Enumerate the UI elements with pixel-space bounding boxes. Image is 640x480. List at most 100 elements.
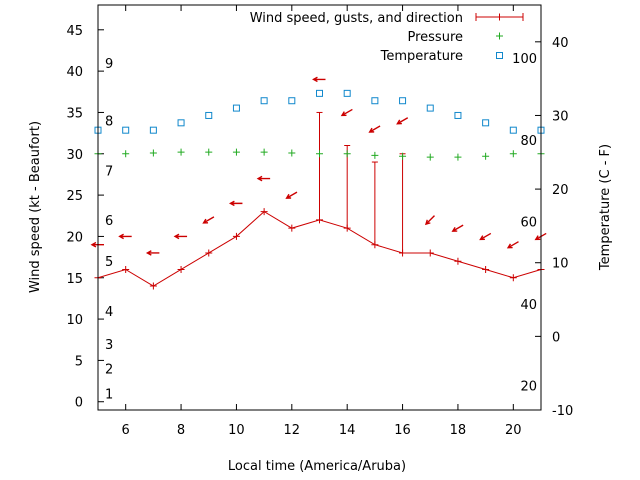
legend-label-wind: Wind speed, gusts, and direction xyxy=(250,11,463,26)
beaufort-label: 4 xyxy=(105,305,113,320)
fahrenheit-label: 60 xyxy=(520,215,537,230)
x-axis-label: Local time (America/Aruba) xyxy=(228,459,406,474)
temperature-point xyxy=(482,119,490,127)
x-tick-label: 12 xyxy=(284,423,301,438)
beaufort-label: 5 xyxy=(105,255,113,270)
wind-point xyxy=(316,216,323,224)
y-tick-label: 10 xyxy=(66,313,83,328)
y2-tick-label: 10 xyxy=(552,257,569,272)
legend-label-temperature: Temperature xyxy=(380,49,463,64)
wind-point xyxy=(399,249,407,257)
axis-ticks: 6 8 10 12 14 16 18 20051015202530354045-1001020… xyxy=(66,5,573,438)
wind-direction-arrow xyxy=(424,215,435,226)
temperature-point xyxy=(149,126,157,134)
beaufort-label: 1 xyxy=(105,387,113,402)
pressure-point xyxy=(260,148,268,156)
x-tick-label: 20 xyxy=(505,423,522,438)
x-tick-label: 6 xyxy=(122,423,130,438)
temperature-point xyxy=(426,104,434,112)
pressure-point xyxy=(371,151,379,159)
wind-point xyxy=(482,265,490,273)
wind-direction-arrow xyxy=(256,175,271,182)
temperature-point xyxy=(509,126,517,134)
y-tick-label: 15 xyxy=(66,272,83,287)
y2-axis-label: Temperature (C - F) xyxy=(598,144,613,271)
wind-direction-arrow xyxy=(451,224,464,232)
pressure-point xyxy=(343,150,351,158)
wind-direction-arrow xyxy=(479,232,492,241)
y2-tick-label: 40 xyxy=(552,36,569,51)
beaufort-label: 2 xyxy=(105,363,113,378)
wind-direction-arrow xyxy=(506,241,519,249)
temperature-point xyxy=(399,97,407,105)
y2-tick-label: 30 xyxy=(552,109,569,124)
wind-point xyxy=(509,274,517,282)
pressure-point xyxy=(205,148,213,156)
wind-point xyxy=(343,224,351,232)
wind-point xyxy=(426,249,434,257)
x-tick-label: 14 xyxy=(339,423,356,438)
y-tick-label: 20 xyxy=(66,230,83,245)
y-axis-label: Wind speed (kt - Beaufort) xyxy=(28,121,43,293)
legend: Wind speed, gusts, and direction Pressur… xyxy=(250,11,524,64)
beaufort-label: 8 xyxy=(105,115,113,130)
temperature-point xyxy=(371,97,379,105)
pressure-point xyxy=(509,150,517,158)
pressure-point xyxy=(177,148,185,156)
legend-swatch-wind xyxy=(475,13,524,21)
fahrenheit-label: 80 xyxy=(520,134,537,149)
y-tick-label: 5 xyxy=(75,354,83,369)
x-tick-label: 18 xyxy=(450,423,467,438)
pressure-point xyxy=(454,153,462,161)
wind-point xyxy=(454,257,462,265)
y-tick-label: 40 xyxy=(66,65,83,80)
y-tick-label: 35 xyxy=(66,106,83,121)
pressure-point xyxy=(288,149,296,157)
y2-tick-label: -10 xyxy=(552,404,573,419)
y-tick-label: 0 xyxy=(75,396,83,411)
wind-point xyxy=(177,265,185,273)
wind-point xyxy=(260,208,268,216)
y2-tick-label: 20 xyxy=(552,183,569,198)
plot-frame xyxy=(97,4,542,411)
pressure-point xyxy=(232,148,240,156)
wind-direction-arrow xyxy=(396,117,409,125)
temperature-point xyxy=(122,126,130,134)
legend-swatch-pressure xyxy=(496,32,503,40)
x-tick-label: 16 xyxy=(394,423,411,438)
y2-tick-label: 0 xyxy=(552,330,560,345)
wind-direction-arrow xyxy=(173,233,188,240)
wind-point xyxy=(232,232,240,240)
fahrenheit-label: 40 xyxy=(520,298,537,313)
wind-direction-arrow xyxy=(312,76,326,83)
wind-point xyxy=(122,265,130,273)
beaufort-label: 9 xyxy=(105,57,113,72)
temperature-point xyxy=(288,97,296,105)
fahrenheit-label: 100 xyxy=(512,52,537,67)
y-tick-label: 30 xyxy=(66,148,83,163)
wind-direction-arrow xyxy=(202,216,215,224)
temperature-point xyxy=(205,111,213,119)
pressure-point xyxy=(149,149,157,157)
fahrenheit-label: 20 xyxy=(520,380,537,395)
wind-point xyxy=(288,224,296,232)
y-tick-label: 45 xyxy=(66,24,83,39)
wind-direction-arrow xyxy=(285,191,298,199)
beaufort-label: 7 xyxy=(105,164,113,179)
pressure-point xyxy=(482,152,490,160)
temperature-point xyxy=(343,89,351,97)
wind-direction-arrow xyxy=(340,108,353,117)
legend-swatch-temperature xyxy=(496,52,503,59)
wind-direction-arrow xyxy=(145,250,160,256)
wind-direction-arrow xyxy=(228,200,243,207)
pressure-point xyxy=(426,153,434,161)
temperature-point xyxy=(232,104,240,112)
legend-label-pressure: Pressure xyxy=(407,30,463,45)
temperature-point xyxy=(177,119,185,127)
x-tick-label: 10 xyxy=(228,423,245,438)
pressure-point xyxy=(316,150,323,158)
y-tick-label: 25 xyxy=(66,189,83,204)
x-tick-label: 8 xyxy=(177,423,185,438)
wind-direction-arrow xyxy=(368,125,381,133)
